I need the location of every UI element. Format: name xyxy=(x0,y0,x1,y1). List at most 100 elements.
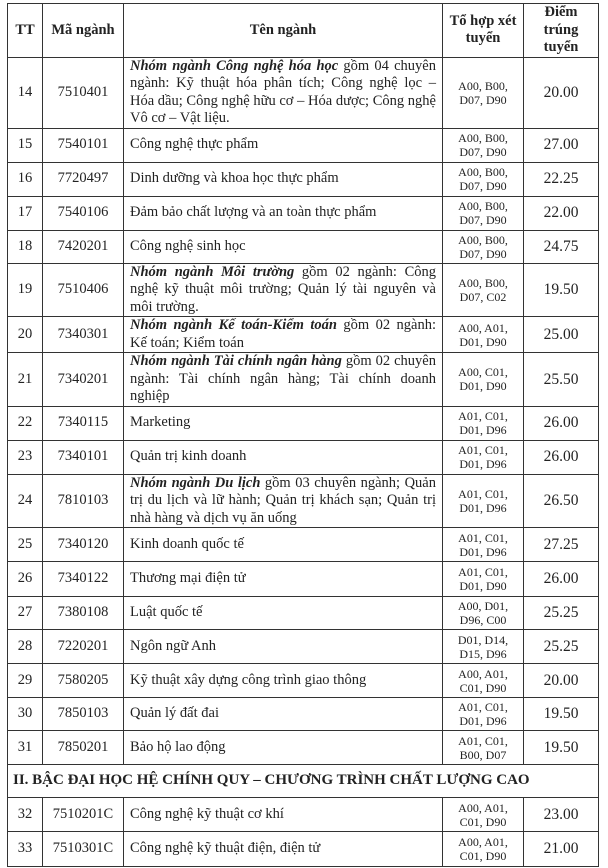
header-score: Điểm trúng tuyển xyxy=(523,3,599,58)
table-row: 20 7340301 Nhóm ngành Kế toán-Kiểm toán gồ… xyxy=(7,316,599,353)
header-code: Mã ngành xyxy=(42,3,124,58)
cell-name: Đảm bảo chất lượng và an toàn thực phẩm xyxy=(123,195,443,231)
cell-tt: 17 xyxy=(7,195,43,231)
major-name: Kinh doanh quốc tế xyxy=(130,535,244,552)
cell-code: 7810103 xyxy=(42,473,124,528)
cell-code: 7340122 xyxy=(42,561,124,597)
major-name: gồm 03 chuyên ngành; Quản trị du lịch và… xyxy=(130,474,436,526)
cell-score: 23.00 xyxy=(523,797,599,832)
cell-name: Dinh dưỡng và khoa học thực phẩm xyxy=(123,161,443,197)
cell-name: Nhóm ngành Môi trường gồm 02 ngành: Công… xyxy=(123,262,443,317)
table-row: 28 7220201 Ngôn ngữ Anh D01, D14, D15, D96 2… xyxy=(7,629,599,664)
cell-score: 19.50 xyxy=(523,730,599,765)
table-row: 17 7540106 Đảm bảo chất lượng và an toàn t… xyxy=(7,195,599,231)
major-name: Đảm bảo chất lượng và an toàn thực phẩm xyxy=(130,204,377,221)
cell-tt: 15 xyxy=(7,127,43,163)
cell-code: 7720497 xyxy=(42,161,124,197)
major-name: Ngôn ngữ Anh xyxy=(130,637,217,654)
cell-score: 22.00 xyxy=(523,195,599,231)
header-name: Tên ngành xyxy=(123,3,443,58)
cell-name: Công nghệ sinh học xyxy=(123,229,443,264)
table-row: 25 7340120 Kinh doanh quốc tế A01, C01, D01… xyxy=(7,527,599,562)
cell-score: 25.25 xyxy=(523,596,599,630)
cell-name: Marketing xyxy=(123,405,443,441)
cell-score: 25.25 xyxy=(523,629,599,664)
cell-code: 7850103 xyxy=(42,697,124,731)
cell-combo: A00, B00, D07, C02 xyxy=(442,262,524,317)
group-name: Nhóm ngành Du lịch xyxy=(130,474,261,491)
table-row: 29 7580205 Kỹ thuật xây dựng công trình gi… xyxy=(7,663,599,698)
major-name: Quản lý đất đai xyxy=(130,705,219,722)
cell-tt: 14 xyxy=(7,56,43,129)
cell-code: 7580205 xyxy=(42,663,124,698)
cell-code: 7220201 xyxy=(42,629,124,664)
cell-combo: A00, D01, D96, C00 xyxy=(442,596,524,630)
cell-combo: A01, C01, D01, D96 xyxy=(442,473,524,528)
cell-tt: 30 xyxy=(7,697,43,731)
cell-code: 7540101 xyxy=(42,127,124,163)
cell-tt: 16 xyxy=(7,161,43,197)
major-name: Bảo hộ lao động xyxy=(130,738,226,755)
cell-name: Quản trị kinh doanh xyxy=(123,439,443,475)
cell-code: 7340120 xyxy=(42,527,124,562)
cell-combo: A01, C01, D01, D96 xyxy=(442,439,524,475)
major-name: gồm 02 ngành: Kế toán; Kiểm toán xyxy=(130,317,436,351)
table-row: 16 7720497 Dinh dưỡng và khoa học thực phẩ… xyxy=(7,161,599,197)
cell-code: 7510406 xyxy=(42,262,124,317)
major-name: gồm 02 ngành: Công nghệ kỹ thuật môi trư… xyxy=(130,263,436,315)
cell-tt: 22 xyxy=(7,405,43,441)
cell-tt: 18 xyxy=(7,229,43,264)
cell-score: 22.25 xyxy=(523,161,599,197)
table-row: 19 7510406 Nhóm ngành Môi trường gồm 02 ng… xyxy=(7,262,599,317)
cell-tt: 26 xyxy=(7,561,43,597)
cell-score: 25.50 xyxy=(523,352,599,407)
cell-combo: A00, B00, D07, D90 xyxy=(442,195,524,231)
cell-name: Quản lý đất đai xyxy=(123,697,443,731)
major-name: Kỹ thuật xây dựng công trình giao thông xyxy=(130,671,367,688)
cell-combo: A00, C01, D01, D90 xyxy=(442,352,524,407)
header-tt: TT xyxy=(7,3,43,58)
table-row: 32 7510201C Công nghệ kỹ thuật cơ khí A00, … xyxy=(7,797,599,832)
cell-code: 7340201 xyxy=(42,352,124,407)
cell-combo: A00, A01, C01, D90 xyxy=(442,831,524,867)
cell-tt: 27 xyxy=(7,596,43,630)
cell-name: Nhóm ngành Kế toán-Kiểm toán gồm 02 ngàn… xyxy=(123,316,443,353)
table-row: 23 7340101 Quản trị kinh doanh A01, C01, D0… xyxy=(7,439,599,475)
table-row: 18 7420201 Công nghệ sinh học A00, B00, D07… xyxy=(7,229,599,264)
cell-name: Luật quốc tế xyxy=(123,596,443,630)
group-name: Nhóm ngành Tài chính ngân hàng xyxy=(130,353,342,369)
cell-code: 7510301C xyxy=(42,831,124,867)
cell-combo: A00, B00, D07, D90 xyxy=(442,127,524,163)
cell-name: Công nghệ kỹ thuật cơ khí xyxy=(123,797,443,832)
cell-name: Ngôn ngữ Anh xyxy=(123,629,443,664)
cell-combo: A01, C01, D01, D96 xyxy=(442,405,524,441)
cell-score: 26.50 xyxy=(523,473,599,528)
table-header: TT Mã ngành Tên ngành Tổ hợp xét tuyển Đ… xyxy=(7,3,599,58)
cell-combo: A00, B00, D07, D90 xyxy=(442,161,524,197)
major-name: Marketing xyxy=(130,414,191,431)
cell-tt: 23 xyxy=(7,439,43,475)
group-name: Nhóm ngành Môi trường xyxy=(130,263,295,280)
table-row: 31 7850201 Bảo hộ lao động A01, C01, B00, D… xyxy=(7,730,599,765)
cell-combo: A00, A01, D01, D90 xyxy=(442,316,524,353)
cell-score: 26.00 xyxy=(523,439,599,475)
cell-score: 19.50 xyxy=(523,697,599,731)
cell-tt: 20 xyxy=(7,316,43,353)
cell-tt: 19 xyxy=(7,262,43,317)
cell-score: 21.00 xyxy=(523,831,599,867)
table-row: 27 7380108 Luật quốc tế A00, D01, D96, C00 2… xyxy=(7,596,599,630)
cell-combo: A00, B00, D07, D90 xyxy=(442,229,524,264)
cell-combo: A01, C01, B00, D07 xyxy=(442,730,524,765)
major-name: Luật quốc tế xyxy=(130,604,203,621)
table-row: 30 7850103 Quản lý đất đai A01, C01, D01, D… xyxy=(7,697,599,731)
cell-code: 7510401 xyxy=(42,56,124,129)
major-name: Dinh dưỡng và khoa học thực phẩm xyxy=(130,170,339,187)
cell-name: Công nghệ kỹ thuật điện, điện tử xyxy=(123,831,443,867)
major-name: Công nghệ sinh học xyxy=(130,237,246,254)
cell-code: 7510201C xyxy=(42,797,124,832)
cell-code: 7850201 xyxy=(42,730,124,765)
cell-score: 20.00 xyxy=(523,56,599,129)
table-row: 14 7510401 Nhóm ngành Công nghệ hóa học gồ… xyxy=(7,56,599,129)
cell-code: 7540106 xyxy=(42,195,124,231)
major-name: Quản trị kinh doanh xyxy=(130,448,247,465)
